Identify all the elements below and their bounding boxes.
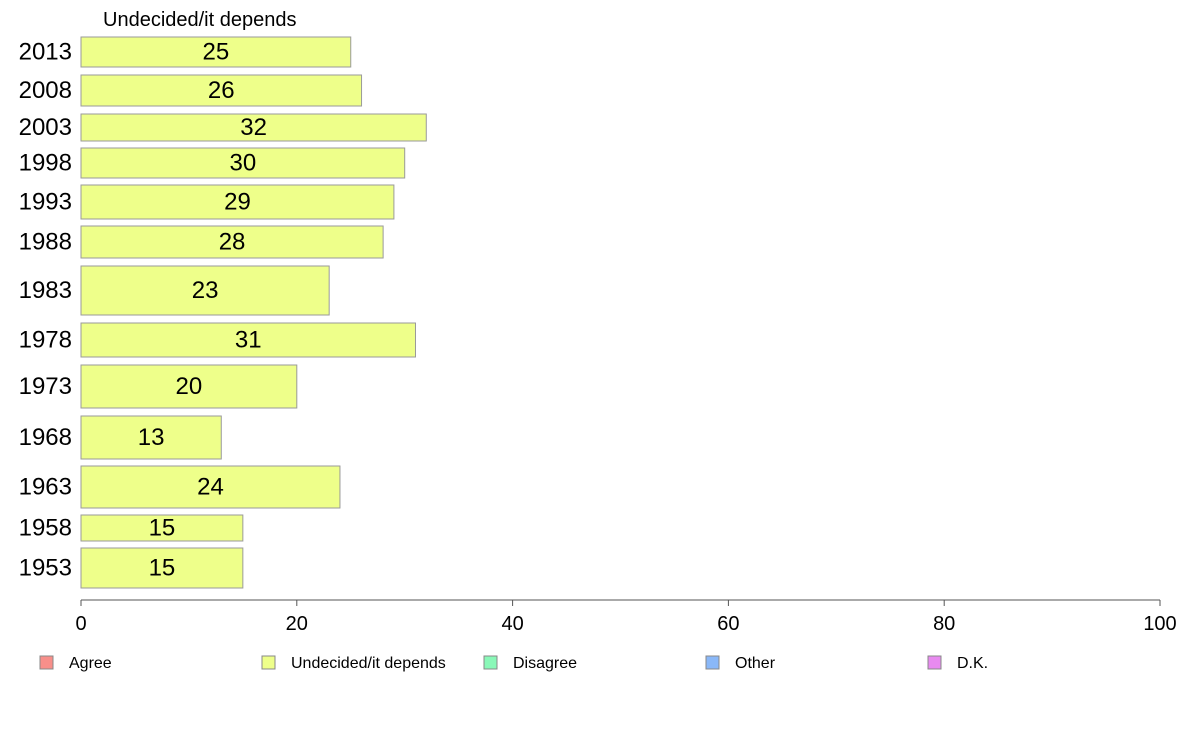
category-label: 1988 xyxy=(19,229,72,256)
category-label: 1983 xyxy=(19,277,72,304)
bar-2008 xyxy=(80,74,363,107)
bar-1968 xyxy=(80,415,222,460)
x-tick-label: 60 xyxy=(717,613,739,635)
bar-1988 xyxy=(80,225,384,259)
x-tick-label: 0 xyxy=(75,613,86,635)
chart-title: Undecided/it depends xyxy=(103,9,296,31)
bar-2003 xyxy=(80,113,427,142)
bar-1953 xyxy=(80,547,244,589)
bar-value-label: 30 xyxy=(229,150,256,177)
category-label: 1993 xyxy=(19,189,72,216)
bar-value-label: 29 xyxy=(224,189,251,216)
category-label: 2013 xyxy=(19,39,72,66)
bar-1973 xyxy=(80,364,298,409)
bar-1963 xyxy=(80,465,341,509)
legend: Agree Undecided/it depends Disagree Other D.… xyxy=(39,655,988,672)
category-label: 1973 xyxy=(19,373,72,400)
bar-1978 xyxy=(80,322,416,358)
bar-value-label: 31 xyxy=(235,327,262,354)
legend-swatch xyxy=(483,655,498,670)
category-label: 1998 xyxy=(19,150,72,177)
legend-label: Undecided/it depends xyxy=(291,655,446,672)
bar-value-label: 32 xyxy=(240,114,267,141)
category-label: 2008 xyxy=(19,77,72,104)
category-label: 1978 xyxy=(19,327,72,354)
legend-swatch xyxy=(39,655,54,670)
category-label: 2003 xyxy=(19,114,72,141)
category-label: 1953 xyxy=(19,555,72,582)
category-label: 1968 xyxy=(19,424,72,451)
bars-group: 2520132620083220033019982919932819882319… xyxy=(19,36,427,589)
category-label: 1963 xyxy=(19,474,72,501)
x-tick-label: 80 xyxy=(933,613,955,635)
legend-swatch xyxy=(261,655,276,670)
bar-value-label: 15 xyxy=(149,515,176,542)
legend-label: Disagree xyxy=(513,655,577,672)
bar-1993 xyxy=(80,184,395,220)
bar-value-label: 23 xyxy=(192,277,219,304)
bar-1998 xyxy=(80,147,406,179)
legend-swatch xyxy=(705,655,720,670)
bar-2013 xyxy=(80,36,352,68)
legend-swatch xyxy=(927,655,942,670)
bar-1958 xyxy=(80,514,244,542)
bar-value-label: 26 xyxy=(208,77,235,104)
x-tick-label: 100 xyxy=(1143,613,1176,635)
legend-label: Agree xyxy=(69,655,112,672)
bar-1983 xyxy=(80,265,330,316)
category-label: 1958 xyxy=(19,515,72,542)
x-tick-label: 20 xyxy=(286,613,308,635)
x-tick-label: 40 xyxy=(501,613,523,635)
legend-label: Other xyxy=(735,655,776,672)
x-axis: 0 20 40 60 80 100 xyxy=(75,599,1177,635)
bar-value-label: 20 xyxy=(176,373,203,400)
bar-value-label: 13 xyxy=(138,424,165,451)
bar-value-label: 28 xyxy=(219,229,246,256)
bar-value-label: 25 xyxy=(203,39,230,66)
legend-label: D.K. xyxy=(957,655,988,672)
bar-value-label: 24 xyxy=(197,474,224,501)
bar-value-label: 15 xyxy=(149,555,176,582)
